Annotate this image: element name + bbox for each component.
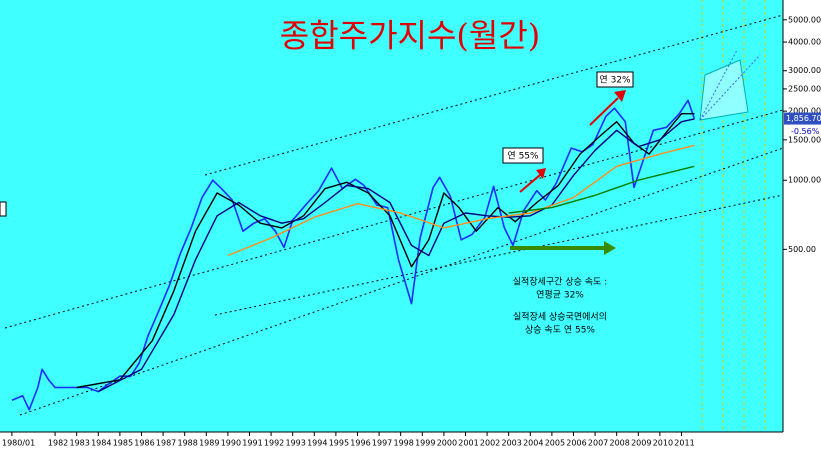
line-series [227,144,695,257]
last-value-label: 1,856.70 [786,114,821,123]
last-value-tag [784,112,821,125]
x-tick-label: 1999 [415,439,435,448]
forecast-lines [699,49,761,121]
x-tick-label: 1982 [48,439,68,448]
x-tick-label: 2011 [674,439,694,448]
y-tick-label: 2500.00 [788,84,821,93]
x-tick-label: 1998 [394,439,414,448]
x-tick-label: 1991 [242,439,262,448]
x-tick-label: 1994 [307,439,327,448]
x-tick-label: 2008 [610,439,630,448]
x-tick-label: 2002 [480,439,500,448]
x-tick-label: 1990 [221,439,241,448]
scroll-handle[interactable] [0,201,7,217]
note-text: 실적장세구간 상승 속도 : [513,276,607,288]
change-label: -0.56% [791,127,820,136]
arrows [510,90,626,255]
y-tick-label: 5000.00 [788,15,821,24]
x-tick-label: 2005 [545,439,565,448]
annotation-box [596,71,634,88]
axis-area [783,0,821,452]
x-tick-label: 2001 [458,439,478,448]
line-series [97,118,695,393]
y-tick-label: 1000.00 [788,176,821,185]
x-tick-label: 1987 [156,439,176,448]
annotation: 연 32% [599,75,631,86]
x-tick-label: 1983 [70,439,90,448]
x-tick-label: 1996 [350,439,370,448]
y-tick-label: 2000.00 [788,107,821,116]
x-tick-label: 1984 [91,439,111,448]
series-group [11,99,696,411]
forecast-cone [699,59,749,121]
annotation-box [502,147,544,164]
x-tick-label: 1985 [113,439,133,448]
x-tick-label: 1989 [199,439,219,448]
line-series [508,165,695,214]
note-text: 연평균 32% [536,290,584,301]
x-tick-label: 1992 [264,439,284,448]
x-tick-label: 2000 [437,439,457,448]
y-tick-label: 500.00 [788,245,816,254]
line-series [76,113,695,389]
x-tick-label: 2004 [523,439,543,448]
x-tick-label: 1988 [178,439,198,448]
x-tick-label: 2006 [566,439,586,448]
x-tick-label: 2010 [653,439,673,448]
note-text: 실적장세 상승국면에서의 [513,311,607,323]
x-tick-label: 1995 [329,439,349,448]
x-tick-label: 1986 [134,439,154,448]
annotation: 연 55% [507,151,539,162]
y-tick-label: 1500.00 [788,135,821,144]
x-tick-label: 1993 [286,439,306,448]
plot-background [0,0,783,432]
chart-title: 종합주가지수(월간) [280,17,541,55]
y-tick-label: 4000.00 [788,38,821,47]
y-tick-label: 3000.00 [788,66,821,75]
x-tick-label: 2009 [631,439,651,448]
x-tick-label: 1980/01 [2,439,35,448]
x-tick-label: 1997 [372,439,392,448]
forecast-area [700,0,783,432]
trend-lines [4,14,784,416]
x-tick-label: 2003 [502,439,522,448]
note-text: 상승 속도 연 55% [525,325,595,336]
axis-area [0,432,783,452]
x-tick-label: 2007 [588,439,608,448]
